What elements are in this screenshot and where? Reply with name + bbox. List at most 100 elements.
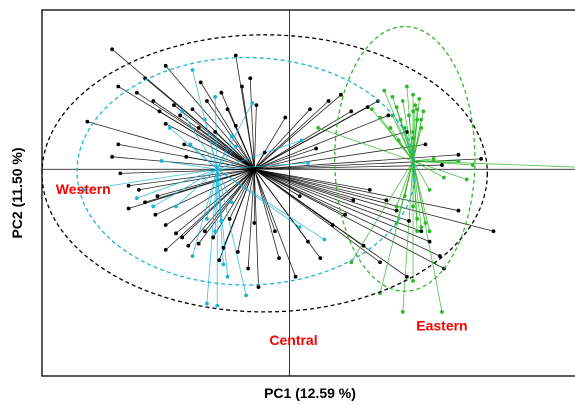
point-eastern: [417, 97, 422, 101]
point-central: [456, 208, 461, 213]
point-central: [202, 229, 207, 234]
point-central: [491, 229, 496, 234]
spoke-western: [192, 169, 218, 257]
spoke-central: [212, 169, 255, 238]
point-western: [180, 109, 185, 114]
ellipse-central: [41, 34, 488, 313]
point-central: [404, 274, 409, 279]
point-eastern: [316, 125, 321, 130]
point-western: [213, 94, 218, 99]
point-western: [151, 204, 156, 209]
point-central: [440, 163, 444, 167]
point-eastern: [427, 187, 432, 192]
spoke-western: [216, 135, 233, 170]
point-central: [365, 105, 370, 110]
point-eastern: [415, 229, 420, 234]
point-eastern: [419, 225, 424, 230]
spoke-central: [112, 156, 255, 170]
point-eastern: [411, 278, 415, 283]
point-western: [81, 187, 86, 192]
point-eastern: [390, 94, 395, 99]
point-western: [233, 144, 238, 149]
point-central: [384, 198, 389, 203]
point-central: [252, 221, 257, 225]
spoke-eastern: [412, 160, 445, 178]
point-eastern: [411, 109, 415, 114]
spoke-central: [120, 168, 255, 174]
point-central: [136, 187, 141, 192]
spoke-central: [254, 168, 309, 242]
spoke-western: [216, 169, 247, 296]
spoke-central: [159, 110, 255, 170]
spoke-central: [144, 77, 255, 170]
point-central: [118, 171, 123, 176]
point-eastern: [427, 229, 432, 234]
spoke-central: [128, 168, 255, 187]
point-western: [322, 237, 327, 242]
spoke-eastern: [412, 160, 467, 180]
point-eastern: [413, 103, 418, 108]
point-central: [184, 154, 189, 159]
group-label-eastern: Eastern: [416, 318, 467, 334]
spoke-central: [165, 65, 255, 170]
point-eastern: [411, 204, 415, 209]
point-western: [215, 303, 220, 308]
spoke-central: [254, 168, 494, 232]
point-central: [196, 241, 201, 246]
spoke-eastern: [412, 160, 430, 232]
point-eastern: [404, 84, 409, 89]
point-central: [153, 212, 158, 217]
spoke-eastern: [412, 160, 422, 228]
point-eastern: [419, 117, 424, 122]
spoke-eastern: [413, 160, 575, 168]
point-central: [157, 109, 162, 114]
point-western: [205, 301, 209, 306]
point-central: [196, 125, 201, 130]
spoke-central: [254, 168, 445, 269]
point-central: [143, 200, 147, 205]
point-eastern: [398, 117, 403, 122]
spoke-western: [83, 168, 218, 191]
point-central: [407, 219, 411, 223]
spoke-western: [216, 169, 233, 203]
point-central: [314, 146, 319, 151]
spoke-central: [254, 168, 346, 216]
spoke-western: [175, 168, 218, 207]
spoke-central: [200, 82, 255, 170]
point-eastern: [456, 159, 461, 163]
point-western: [159, 159, 164, 163]
point-eastern: [382, 88, 387, 93]
point-central: [110, 154, 114, 159]
spoke-central: [254, 168, 381, 263]
point-western: [190, 68, 195, 72]
point-eastern: [369, 107, 374, 112]
point-central: [297, 194, 302, 199]
point-central: [182, 142, 187, 147]
point-central: [427, 239, 432, 244]
plot-panel: [41, 9, 575, 377]
point-western: [213, 229, 218, 234]
point-western: [244, 293, 248, 298]
spoke-central: [254, 168, 410, 222]
point-eastern: [402, 194, 407, 199]
point-eastern: [349, 260, 354, 265]
point-western: [306, 161, 310, 165]
spoke-eastern: [400, 119, 414, 162]
point-central: [155, 194, 160, 199]
point-western: [225, 274, 230, 279]
spoke-central: [198, 168, 255, 244]
point-western: [229, 134, 234, 139]
point-central: [163, 247, 168, 252]
point-eastern: [400, 309, 405, 314]
point-western: [221, 262, 226, 267]
spoke-central: [254, 164, 442, 170]
spoke-central: [235, 125, 255, 170]
plot-layer: Western Central Eastern: [41, 10, 575, 376]
spoke-central: [254, 168, 387, 201]
point-central: [225, 107, 230, 112]
point-central: [116, 142, 121, 147]
point-western: [297, 225, 302, 230]
point-eastern: [442, 175, 446, 180]
ellipse-western: [76, 56, 416, 286]
point-eastern: [415, 107, 420, 112]
